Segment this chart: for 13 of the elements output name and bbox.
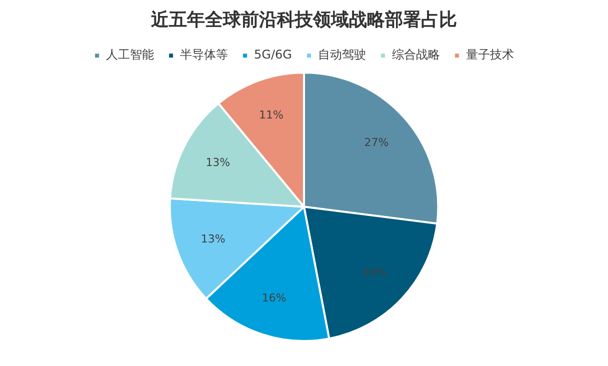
data-label: 27% [364,136,389,149]
legend-label: 自动驾驶 [318,48,366,62]
legend-label: 综合战略 [392,48,440,62]
legend-label: 人工智能 [106,48,154,62]
data-label: 13% [206,156,230,169]
chart-title: 近五年全球前沿科技领域战略部署占比 [150,9,457,30]
data-label: 16% [262,292,286,305]
legend-label: 量子技术 [466,48,514,62]
legend-label: 半导体等 [180,48,228,62]
data-label: 20% [362,266,387,279]
legend-label: 5G/6G [254,48,292,62]
data-label: 11% [259,108,284,122]
data-label: 13% [200,232,226,246]
